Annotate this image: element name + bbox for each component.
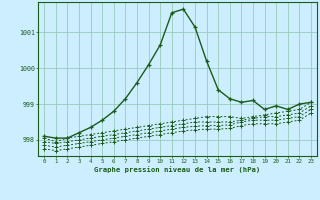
X-axis label: Graphe pression niveau de la mer (hPa): Graphe pression niveau de la mer (hPa) <box>94 166 261 173</box>
